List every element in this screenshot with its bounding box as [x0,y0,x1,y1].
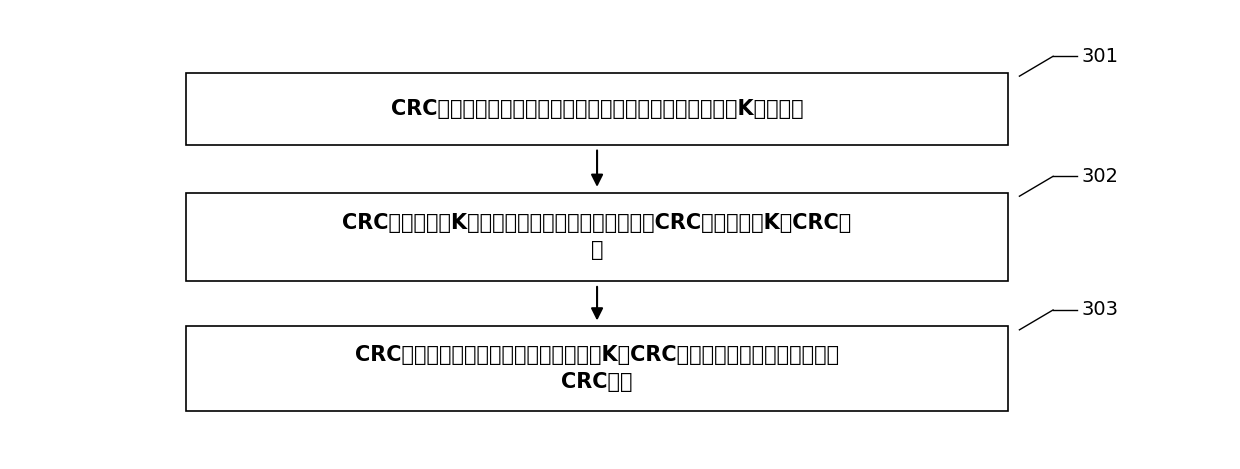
Text: CRC实现装置对K段子数据中每一段子数据分别进行CRC计算，得到K个CRC结: CRC实现装置对K段子数据中每一段子数据分别进行CRC计算，得到K个CRC结 [342,213,852,233]
Text: 301: 301 [1081,47,1118,66]
Bar [186,193,1008,281]
Bar [186,73,1008,145]
Text: 303: 303 [1081,301,1118,319]
Bar [186,326,1008,411]
Text: CRC实现装置按照从低位到高位的顺序将待校验数据均分为K段子数据: CRC实现装置按照从低位到高位的顺序将待校验数据均分为K段子数据 [391,98,804,119]
Text: 果: 果 [590,241,604,260]
Text: 302: 302 [1081,167,1118,186]
Text: CRC实现装置按照从高位到低位的顺序对K个CRC结果进行逆向修正，得到最终: CRC实现装置按照从高位到低位的顺序对K个CRC结果进行逆向修正，得到最终 [355,345,839,365]
Text: CRC结果: CRC结果 [562,372,632,392]
